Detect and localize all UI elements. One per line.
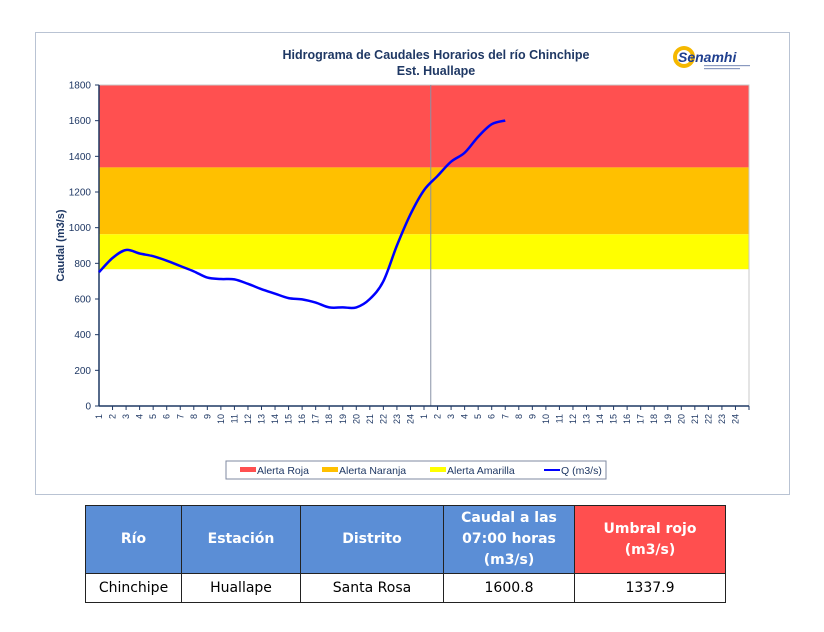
chart-title: Hidrograma de Caudales Horarios del río … <box>282 48 589 62</box>
hydrograph-chart: Hidrograma de Caudales Horarios del río … <box>55 48 750 480</box>
x-tick-label: 3 <box>446 414 456 419</box>
legend-label: Alerta Amarilla <box>447 465 515 477</box>
legend-label: Q (m3/s) <box>561 465 602 477</box>
x-tick-label: 7 <box>500 414 510 419</box>
x-tick-label: 5 <box>473 414 483 419</box>
legend-swatch <box>322 467 338 472</box>
x-tick-label: 1 <box>419 414 429 419</box>
x-tick-label: 15 <box>609 414 619 424</box>
x-tick-label: 21 <box>690 414 700 424</box>
x-tick-label: 14 <box>595 414 605 424</box>
x-tick-label: 23 <box>717 414 727 424</box>
y-tick-label: 200 <box>74 366 91 377</box>
y-tick-label: 1800 <box>69 81 92 92</box>
x-tick-label: 12 <box>568 414 578 424</box>
chart-frame: Hidrograma de Caudales Horarios del río … <box>35 32 790 495</box>
x-tick-label: 6 <box>487 414 497 419</box>
x-tick-label: 9 <box>527 414 537 419</box>
x-tick-label: 2 <box>433 414 443 419</box>
x-tick-label: 24 <box>730 414 740 424</box>
header-umbral-rojo: Umbral rojo (m3/s) <box>574 505 726 574</box>
x-tick-label: 15 <box>284 414 294 424</box>
header-distrito: Distrito <box>300 505 444 574</box>
cell-umbral: 1337.9 <box>574 573 726 603</box>
x-tick-label: 1 <box>94 414 104 419</box>
y-tick-label: 800 <box>74 259 91 270</box>
x-tick-label: 16 <box>297 414 307 424</box>
x-tick-label: 24 <box>405 414 415 424</box>
y-tick-label: 0 <box>85 402 91 413</box>
x-tick-label: 3 <box>121 414 131 419</box>
x-tick-label: 22 <box>703 414 713 424</box>
x-tick-label: 18 <box>649 414 659 424</box>
x-tick-label: 16 <box>622 414 632 424</box>
chart-subtitle: Est. Huallape <box>397 64 476 78</box>
y-tick-label: 1600 <box>69 116 92 127</box>
senamhi-logo: Senamhi <box>673 46 750 70</box>
y-tick-label: 1000 <box>69 223 92 234</box>
x-tick-label: 12 <box>243 414 253 424</box>
x-tick-label: 7 <box>175 414 185 419</box>
x-tick-label: 21 <box>365 414 375 424</box>
header-estacion: Estación <box>181 505 301 574</box>
x-tick-label: 10 <box>216 414 226 424</box>
x-tick-label: 8 <box>189 414 199 419</box>
cell-rio: Chinchipe <box>85 573 182 603</box>
x-tick-label: 2 <box>108 414 118 419</box>
x-tick-label: 14 <box>270 414 280 424</box>
summary-table: Río Estación Distrito Caudal a las 07:00… <box>85 505 726 603</box>
svg-text:Senamhi: Senamhi <box>678 49 737 65</box>
cell-caudal: 1600.8 <box>443 573 575 603</box>
x-tick-label: 17 <box>311 414 321 424</box>
legend-swatch <box>240 467 256 472</box>
table-row: Chinchipe Huallape Santa Rosa 1600.8 133… <box>85 573 726 603</box>
legend-swatch <box>430 467 446 472</box>
x-tick-label: 13 <box>257 414 267 424</box>
y-axis-label: Caudal (m3/s) <box>55 209 67 281</box>
x-tick-label: 19 <box>663 414 673 424</box>
x-tick-label: 9 <box>202 414 212 419</box>
header-caudal: Caudal a las 07:00 horas (m3/s) <box>443 505 575 574</box>
x-tick-label: 6 <box>162 414 172 419</box>
x-tick-label: 18 <box>324 414 334 424</box>
y-tick-label: 1200 <box>69 188 92 199</box>
x-tick-label: 17 <box>636 414 646 424</box>
x-tick-label: 11 <box>554 414 564 423</box>
x-tick-label: 23 <box>392 414 402 424</box>
x-tick-label: 19 <box>338 414 348 424</box>
x-tick-label: 8 <box>514 414 524 419</box>
x-tick-label: 20 <box>351 414 361 424</box>
band-alerta-roja <box>99 85 749 168</box>
band-alerta-amarilla <box>99 234 749 270</box>
band-alerta-naranja <box>99 167 749 235</box>
cell-distrito: Santa Rosa <box>300 573 444 603</box>
x-tick-label: 5 <box>148 414 158 419</box>
legend <box>225 460 607 480</box>
table-header-row: Río Estación Distrito Caudal a las 07:00… <box>85 505 726 574</box>
x-tick-label: 11 <box>229 414 239 423</box>
y-tick-label: 400 <box>74 330 91 341</box>
header-rio: Río <box>85 505 182 574</box>
series-line-q <box>98 119 506 310</box>
x-tick-label: 22 <box>378 414 388 424</box>
x-tick-label: 10 <box>541 414 551 424</box>
x-tick-label: 4 <box>135 414 145 419</box>
legend-label: Alerta Naranja <box>339 465 406 477</box>
x-tick-label: 4 <box>460 414 470 419</box>
y-tick-label: 1400 <box>69 152 92 163</box>
x-tick-label: 20 <box>676 414 686 424</box>
cell-estacion: Huallape <box>181 573 301 603</box>
y-tick-label: 600 <box>74 295 91 306</box>
legend-label: Alerta Roja <box>257 465 309 477</box>
x-tick-label: 13 <box>582 414 592 424</box>
sun-icon <box>673 46 695 68</box>
